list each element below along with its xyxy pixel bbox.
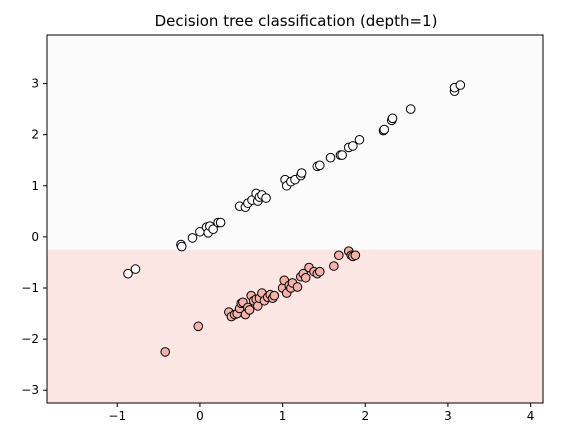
point-lower — [160, 347, 171, 357]
point-lower — [269, 290, 280, 301]
y-tick-label: −3 — [21, 383, 39, 397]
point-lower — [315, 266, 325, 277]
x-tick-label: 3 — [444, 409, 452, 423]
point-upper — [387, 113, 398, 124]
point-upper — [354, 134, 365, 145]
region-lower — [47, 249, 543, 403]
y-tick-label: 0 — [31, 230, 39, 244]
y-tick-label: 1 — [31, 179, 39, 193]
y-tick-label: 3 — [31, 77, 39, 91]
point-lower — [350, 250, 361, 261]
region-upper — [47, 35, 543, 250]
point-upper — [187, 233, 198, 243]
x-tick-label: 1 — [279, 409, 287, 423]
x-tick-label: 4 — [527, 409, 535, 423]
scatter-points — [123, 80, 466, 357]
point-upper — [379, 124, 390, 135]
point-lower — [329, 261, 339, 271]
point-upper — [455, 80, 466, 90]
x-tick-label: 0 — [196, 409, 204, 423]
point-lower — [334, 250, 344, 261]
y-tick-label: −2 — [21, 332, 39, 346]
point-upper — [176, 241, 187, 252]
y-tick-label: −1 — [21, 281, 39, 295]
plot-frame — [46, 34, 544, 404]
chart-title: Decision tree classification (depth=1) — [155, 12, 438, 30]
point-upper — [405, 104, 416, 114]
point-upper — [215, 217, 226, 228]
point-upper — [296, 168, 307, 178]
point-upper — [261, 193, 271, 203]
point-lower — [193, 321, 204, 332]
point-lower — [244, 305, 255, 315]
point-upper — [123, 268, 133, 279]
point-lower — [300, 272, 311, 283]
point-upper — [337, 150, 347, 160]
point-upper — [348, 141, 358, 151]
point-upper — [325, 152, 336, 163]
y-tick-label: 2 — [31, 128, 39, 142]
axes: −1 0 1 2 3 4 −3 −2 −1 0 1 2 3 — [21, 34, 544, 423]
x-tick-label: 2 — [361, 409, 369, 423]
point-upper — [130, 264, 141, 274]
decision-regions — [47, 35, 543, 403]
point-lower — [292, 282, 303, 292]
point-upper — [208, 224, 218, 235]
point-upper — [315, 160, 325, 171]
x-tick-label: −1 — [108, 409, 126, 423]
